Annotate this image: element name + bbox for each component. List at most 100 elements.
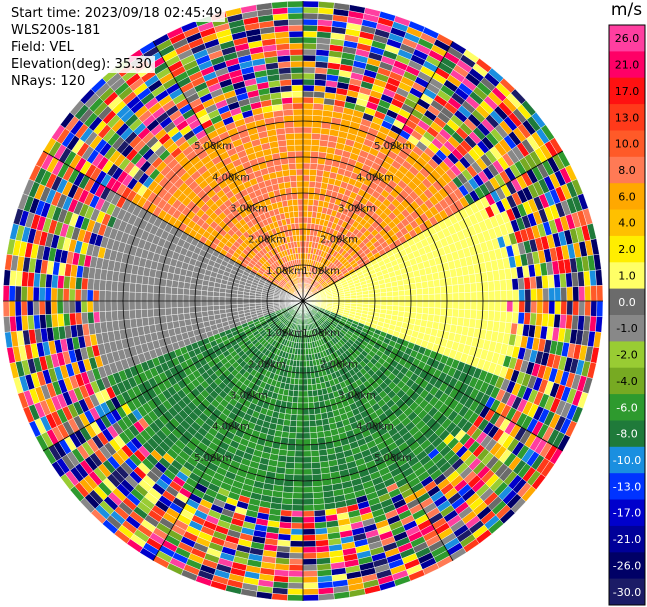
- range-gate: [316, 37, 331, 45]
- range-gate: [434, 286, 442, 295]
- range-gate: [306, 372, 312, 380]
- range-gate: [542, 300, 550, 315]
- range-gate: [309, 174, 317, 182]
- range-gate: [176, 307, 184, 315]
- range-gate: [302, 90, 315, 98]
- range-gate: [517, 277, 525, 290]
- range-gate: [206, 290, 214, 297]
- range-gate: [392, 300, 400, 307]
- range-gate: [194, 306, 202, 313]
- range-gate: [236, 303, 244, 309]
- range-gate: [165, 279, 173, 288]
- range-gate: [128, 300, 136, 311]
- range-gate: [302, 6, 319, 14]
- range-gate: [386, 291, 394, 297]
- range-gate: [302, 174, 310, 182]
- range-gate: [385, 286, 393, 293]
- range-gate: [236, 300, 244, 305]
- range-gate: [45, 273, 53, 289]
- range-gate: [541, 313, 549, 327]
- range-gate: [218, 291, 226, 298]
- range-gate: [288, 432, 297, 440]
- range-gate: [494, 300, 502, 312]
- range-gate: [8, 300, 16, 317]
- range-gate: [295, 438, 304, 446]
- range-gate: [309, 432, 318, 440]
- range-gate: [530, 300, 538, 314]
- range-gate: [312, 389, 319, 397]
- range-gate: [311, 461, 321, 470]
- range-gate: [302, 78, 315, 86]
- range-gate: [306, 216, 313, 224]
- range-gate: [80, 300, 88, 313]
- range-gate: [298, 378, 304, 386]
- range-gate: [291, 504, 304, 512]
- range-gate: [14, 300, 22, 317]
- range-gate: [302, 168, 311, 176]
- range-gate: [512, 289, 520, 302]
- range-gate: [386, 300, 394, 306]
- range-gate: [518, 289, 526, 302]
- range-gate: [302, 498, 314, 506]
- range-gate: [290, 528, 304, 536]
- range-gate: [158, 300, 166, 309]
- range-gate: [302, 486, 314, 494]
- range-gate: [451, 308, 460, 318]
- range-gate: [164, 300, 172, 309]
- range-gate: [201, 310, 209, 318]
- range-gate: [440, 293, 448, 302]
- range-gate: [536, 288, 544, 302]
- range-gate: [433, 279, 441, 288]
- range-gate: [302, 420, 310, 428]
- range-gate: [62, 288, 70, 302]
- range-gate: [224, 304, 232, 310]
- range-gate: [297, 390, 304, 398]
- range-gate: [302, 516, 315, 524]
- range-gate: [428, 307, 436, 316]
- range-gate: [164, 293, 172, 302]
- range-gate: [302, 546, 317, 554]
- range-gate: [374, 292, 382, 298]
- range-gate: [285, 455, 296, 464]
- range-gate: [446, 300, 454, 310]
- range-gate: [230, 304, 238, 309]
- range-gate: [188, 306, 196, 314]
- range-gate: [134, 283, 143, 293]
- range-gate: [457, 283, 466, 294]
- range-gate: [541, 275, 549, 289]
- range-gate: [307, 384, 313, 392]
- range-gate: [307, 396, 314, 404]
- range-gate: [310, 455, 321, 464]
- range-gate: [310, 443, 319, 452]
- range-gate: [122, 300, 130, 311]
- range-gate: [302, 186, 310, 194]
- range-gate: [380, 296, 388, 302]
- range-gate: [302, 66, 316, 74]
- range-gate: [298, 372, 304, 380]
- range-gate: [302, 426, 311, 434]
- range-gate: [200, 305, 208, 312]
- range-gate: [200, 300, 208, 307]
- range-gate: [302, 42, 317, 50]
- range-gate: [308, 408, 316, 416]
- range-gate: [194, 295, 202, 302]
- range-gate: [416, 306, 424, 314]
- range-gate: [316, 163, 325, 171]
- range-gate: [122, 291, 130, 302]
- range-gate: [302, 354, 307, 362]
- range-gate: [294, 444, 304, 452]
- range-gate: [158, 293, 166, 302]
- range-gate: [302, 594, 319, 602]
- range-gate: [302, 102, 314, 110]
- range-gate: [302, 36, 318, 44]
- range-gate: [152, 285, 161, 294]
- range-gate: [134, 291, 142, 302]
- range-gate: [398, 300, 406, 307]
- range-gate: [302, 150, 312, 158]
- range-gate: [312, 103, 324, 111]
- range-gate: [182, 294, 190, 302]
- range-gate: [596, 285, 604, 302]
- range-gate: [469, 309, 478, 320]
- range-gate: [302, 216, 308, 224]
- range-gate: [297, 402, 304, 410]
